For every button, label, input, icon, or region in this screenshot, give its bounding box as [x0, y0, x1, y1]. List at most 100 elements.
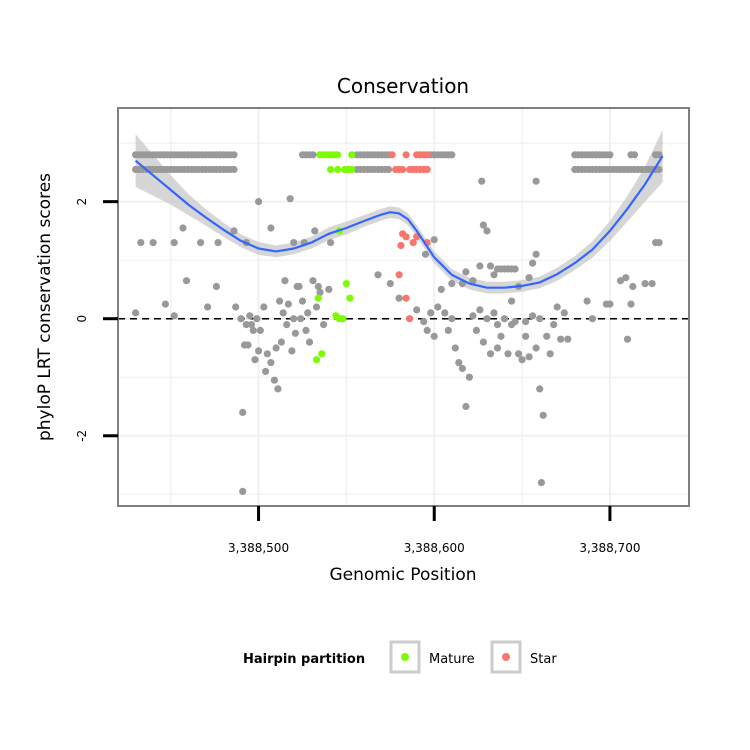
- point-other: [421, 250, 430, 258]
- point-other: [256, 326, 264, 334]
- point-star: [395, 271, 403, 279]
- point-other: [583, 297, 591, 305]
- point-other: [239, 487, 247, 495]
- point-other: [132, 309, 140, 317]
- point-other: [276, 297, 284, 305]
- point-other: [283, 321, 291, 329]
- legend-label-mature: Mature: [429, 652, 475, 667]
- point-other: [240, 341, 249, 349]
- point-other: [536, 315, 544, 323]
- point-other: [290, 239, 298, 247]
- point-other: [451, 344, 459, 352]
- smooth-line: [134, 155, 664, 289]
- point-other: [476, 262, 484, 270]
- point-mature: [312, 356, 321, 364]
- point-other: [511, 265, 519, 273]
- point-other: [537, 479, 546, 487]
- point-other: [437, 285, 445, 293]
- point-other: [253, 315, 261, 323]
- legend-marker-mature: [401, 653, 409, 661]
- point-other: [270, 376, 278, 384]
- legend-title: Hairpin partition: [243, 652, 365, 667]
- point-other: [286, 195, 294, 203]
- point-other: [493, 344, 502, 352]
- point-other: [543, 332, 551, 340]
- point-other: [469, 277, 477, 285]
- plot-border: [117, 107, 690, 507]
- point-other: [648, 280, 656, 288]
- point-other: [312, 303, 321, 311]
- point-other: [476, 306, 484, 314]
- point-other: [230, 151, 238, 159]
- point-other: [302, 326, 310, 334]
- point-other: [316, 288, 324, 296]
- point-other: [327, 239, 335, 247]
- x-axis-label: Genomic Position: [329, 565, 476, 585]
- point-other: [232, 303, 240, 311]
- point-other: [627, 300, 635, 308]
- point-other: [504, 350, 512, 358]
- point-other: [277, 338, 285, 346]
- point-other: [434, 303, 442, 311]
- point-other: [288, 347, 296, 355]
- point-other: [267, 359, 275, 367]
- point-other: [137, 239, 145, 247]
- point-other: [320, 321, 328, 329]
- point-other: [525, 274, 533, 282]
- point-other: [444, 326, 452, 334]
- point-other: [606, 300, 614, 308]
- point-other: [455, 359, 463, 367]
- data-points: [132, 151, 663, 495]
- point-other: [251, 356, 259, 364]
- point-other: [314, 282, 322, 291]
- point-other: [255, 198, 263, 206]
- point-other: [486, 262, 495, 270]
- point-other: [249, 326, 257, 334]
- plot-panel: [118, 108, 689, 506]
- point-other: [212, 282, 220, 291]
- point-other: [279, 309, 287, 317]
- point-other: [149, 239, 157, 247]
- point-other: [560, 309, 568, 317]
- point-other: [170, 239, 178, 247]
- point-star: [399, 165, 407, 174]
- point-mature: [339, 315, 347, 323]
- point-other: [515, 350, 523, 358]
- point-star: [423, 151, 431, 159]
- point-other: [413, 306, 421, 314]
- point-other: [655, 239, 663, 247]
- point-other: [465, 373, 473, 381]
- point-other: [260, 303, 268, 311]
- point-mature: [314, 294, 322, 302]
- point-other: [239, 408, 247, 416]
- point-other: [518, 356, 526, 364]
- x-tick-label: 3,388,700: [579, 541, 640, 555]
- point-other: [508, 321, 516, 329]
- point-other: [539, 411, 547, 419]
- legend-marker-star: [502, 653, 510, 661]
- point-other: [536, 385, 544, 393]
- point-other: [170, 312, 178, 320]
- point-other: [529, 312, 537, 320]
- point-mature: [348, 165, 356, 174]
- plot-area: [117, 107, 690, 507]
- point-star: [423, 165, 431, 174]
- point-other: [182, 277, 191, 285]
- point-other: [655, 165, 663, 174]
- point-other: [214, 239, 222, 247]
- smooth-curve: [134, 155, 664, 289]
- point-other: [472, 326, 480, 334]
- point-other: [448, 280, 456, 288]
- point-other: [630, 151, 639, 159]
- point-other: [588, 315, 597, 323]
- point-other: [311, 227, 319, 235]
- point-other: [263, 350, 271, 358]
- point-other: [274, 385, 282, 393]
- point-other: [304, 309, 312, 317]
- point-mature: [334, 151, 342, 159]
- point-other: [305, 338, 314, 346]
- point-other: [606, 151, 614, 159]
- point-other: [242, 321, 250, 329]
- confidence-band: [135, 129, 663, 294]
